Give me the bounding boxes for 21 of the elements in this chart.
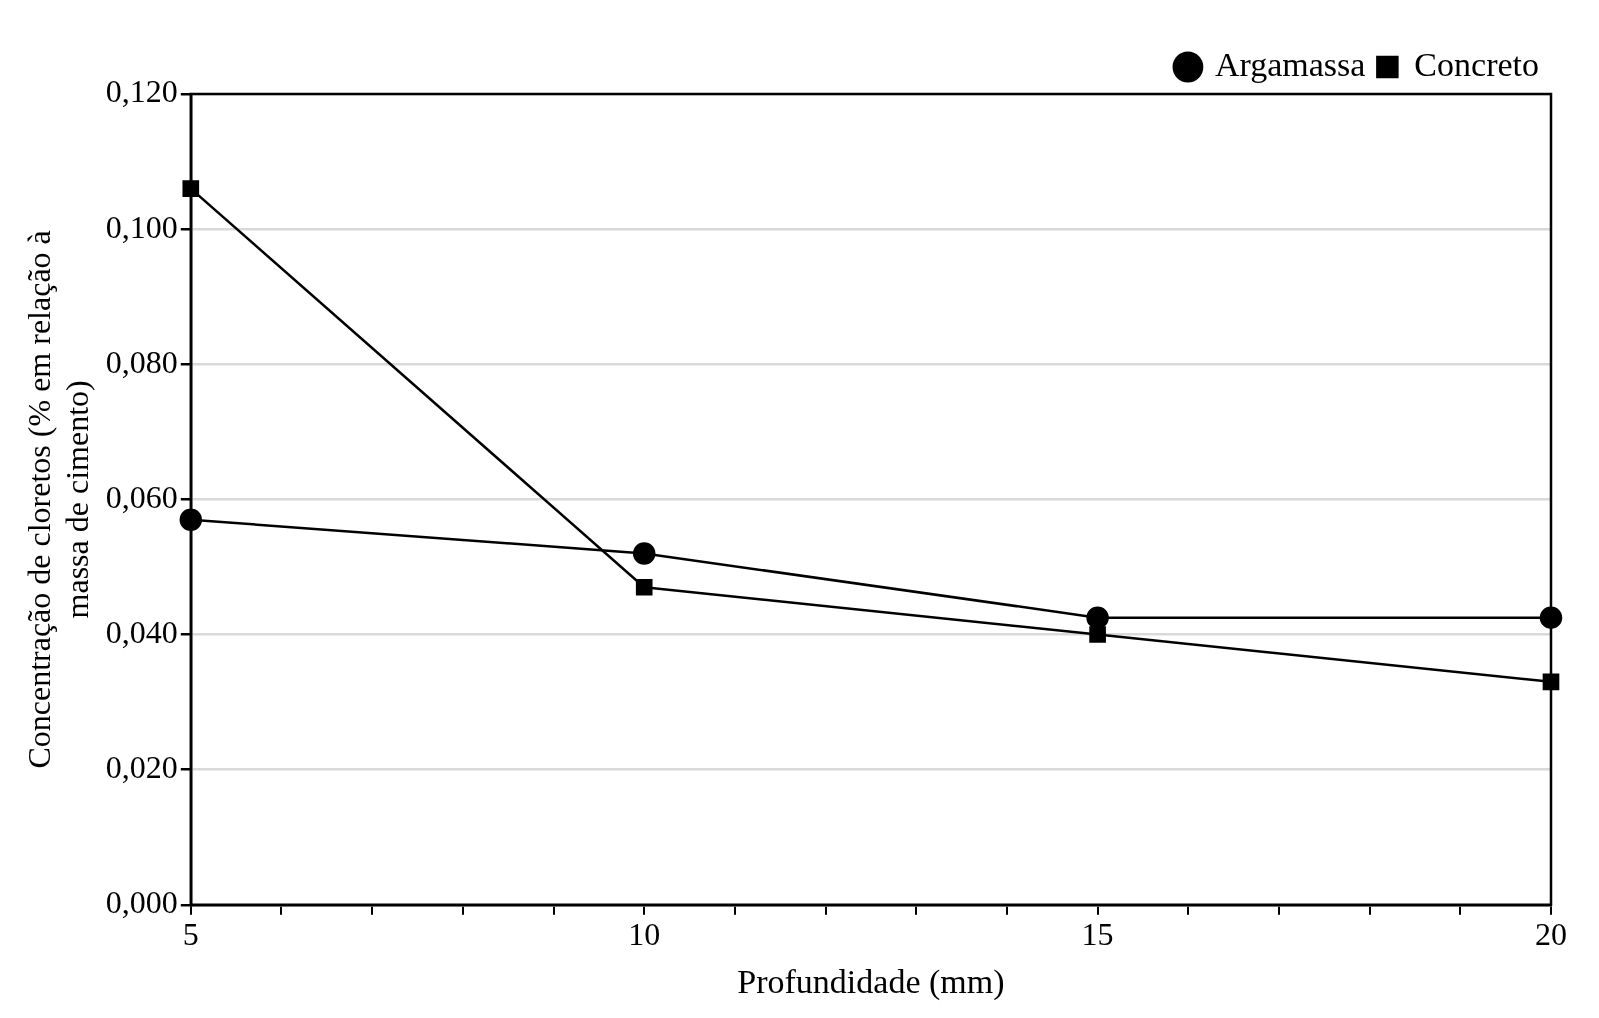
y-tick-label: 0,020 xyxy=(105,749,178,786)
y-tick-label: 0,080 xyxy=(105,343,178,380)
y-axis-title: Concentração de cloretos (% em relação à massa de cimento) xyxy=(20,230,96,769)
x-tick-label: 10 xyxy=(628,916,661,953)
legend-label: Concreto xyxy=(1414,45,1540,83)
x-tick-label: 20 xyxy=(1535,916,1567,953)
x-axis-title: Profundidade (mm) xyxy=(737,962,1005,1001)
y-tick-label: 0,100 xyxy=(105,208,178,245)
point xyxy=(1089,626,1106,643)
x-tick-label: 15 xyxy=(1081,916,1114,953)
y-tick-label: 0,040 xyxy=(105,613,178,650)
y-tick-label: 0,060 xyxy=(105,478,178,515)
legend-label: Argamassa xyxy=(1214,45,1366,83)
y-tick-label: 0,000 xyxy=(105,884,178,921)
point xyxy=(635,578,653,596)
point xyxy=(632,542,656,565)
y-tick-label: 0,120 xyxy=(105,73,178,110)
point xyxy=(182,180,200,197)
point xyxy=(1539,606,1563,629)
x-tick-label: 5 xyxy=(182,916,199,953)
point xyxy=(1086,606,1109,629)
